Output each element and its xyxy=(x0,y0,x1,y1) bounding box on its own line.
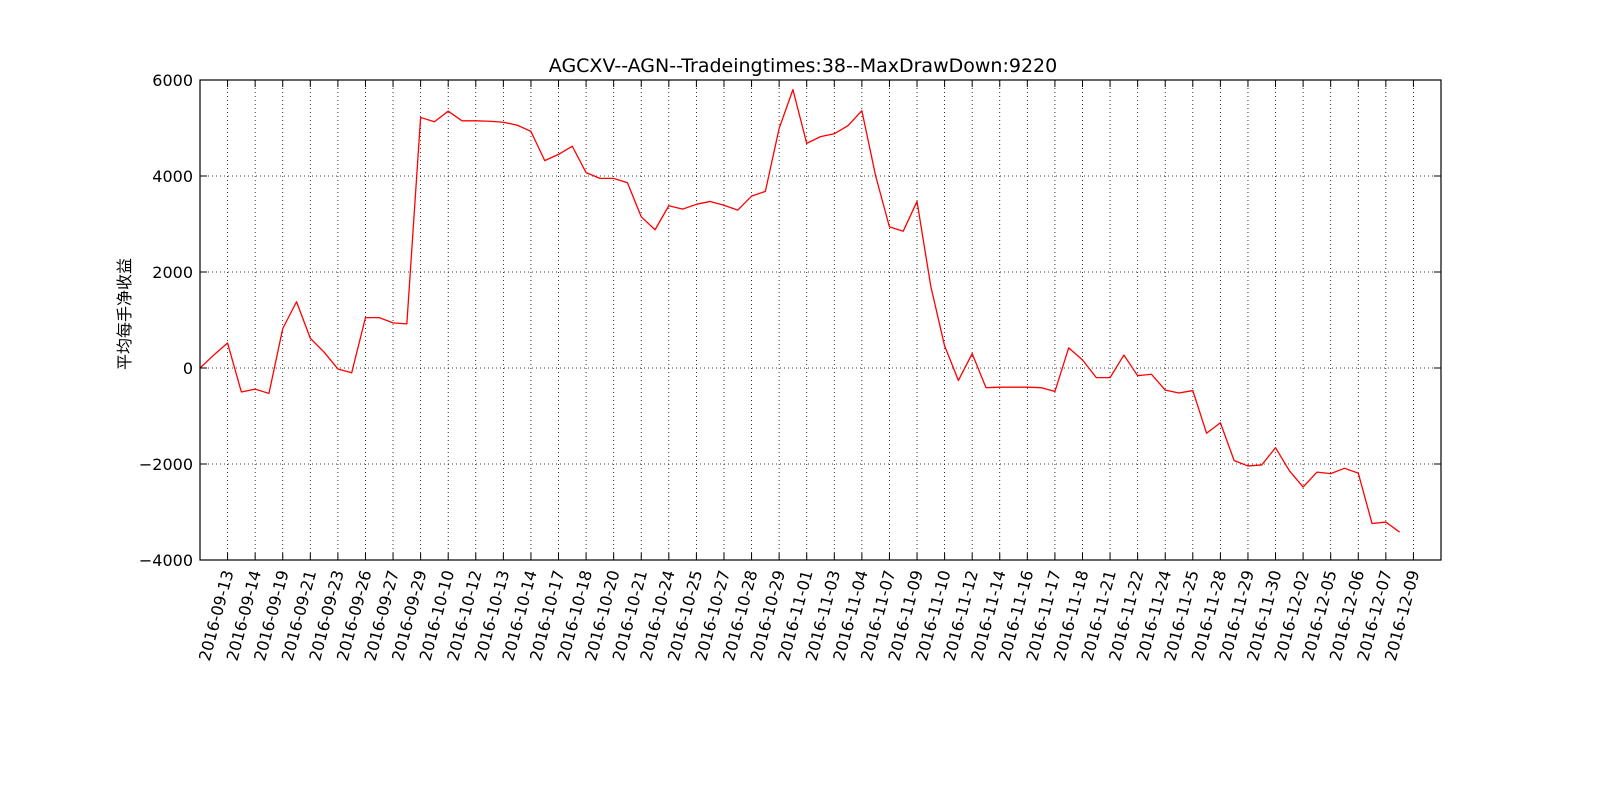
grid-lines xyxy=(200,80,1441,560)
y-tick-label: −4000 xyxy=(139,551,193,570)
axes: −4000−200002000400060002016-09-132016-09… xyxy=(139,71,1442,663)
series-line xyxy=(199,88,1401,533)
y-tick-label: 0 xyxy=(183,359,193,378)
plot-frame xyxy=(199,79,1442,561)
y-tick-label: 2000 xyxy=(152,263,193,282)
y-tick-label: 6000 xyxy=(152,71,193,90)
chart-title: AGCXV--AGN--Tradeingtimes:38--MaxDrawDow… xyxy=(549,55,1057,77)
y-tick-label: −2000 xyxy=(139,455,193,474)
y-tick-label: 4000 xyxy=(152,167,193,186)
y-axis-label: 平均每手净收益 xyxy=(115,258,134,370)
series-layer xyxy=(199,88,1401,533)
